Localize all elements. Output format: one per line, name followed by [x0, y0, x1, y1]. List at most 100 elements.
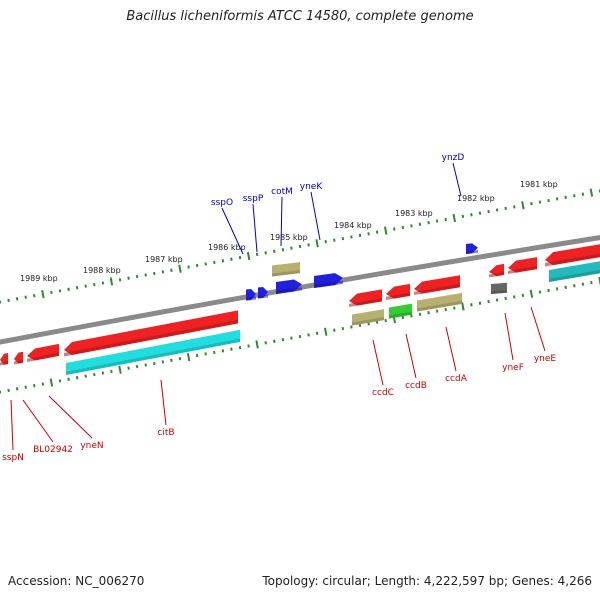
- gene-label-text: BL02942: [33, 445, 73, 455]
- inner-tick-mark: [195, 353, 199, 358]
- outer-tick-mark: [315, 239, 319, 248]
- cds-sspO: [246, 289, 256, 301]
- inner-tick-mark: [58, 379, 62, 383]
- inner-tick-mark: [461, 302, 465, 311]
- gene-leader-line: [280, 196, 283, 247]
- outer-tick-mark: [75, 286, 79, 290]
- cog-cotM: [272, 262, 300, 277]
- outer-tick-mark: [581, 192, 585, 196]
- gene-label-text: sspO: [211, 198, 233, 208]
- outer-tick-mark: [290, 246, 293, 250]
- gene-label-text: yneE: [534, 354, 557, 364]
- gene-label-sspP: sspP: [243, 194, 264, 253]
- ruler-label: 1989 kbp: [20, 274, 58, 283]
- inner-tick-mark: [238, 345, 242, 350]
- outer-tick-mark: [487, 209, 490, 214]
- inner-tick-mark: [573, 284, 576, 288]
- inner-tick-mark: [538, 290, 542, 294]
- cds-other: [491, 282, 507, 294]
- feature-tracks: [0, 243, 600, 375]
- gene-label-text: ynzD: [442, 153, 465, 163]
- inner-tick-mark: [281, 338, 285, 342]
- inner-tick-mark: [598, 276, 600, 286]
- inner-tick-mark: [478, 301, 482, 305]
- gene-label-yneF: yneF: [502, 312, 524, 373]
- inner-tick-mark: [93, 372, 96, 377]
- outer-tick-mark: [383, 226, 388, 235]
- gene-label-ccdB: ccdB: [405, 333, 427, 391]
- outer-tick-mark: [393, 227, 396, 231]
- outer-tick-mark: [418, 222, 422, 226]
- outer-tick-mark: [41, 289, 45, 299]
- outer-tick-mark: [127, 276, 130, 280]
- outer-tick-mark: [118, 278, 122, 282]
- cds-ynzD: [466, 243, 478, 254]
- outer-tick-ring: [0, 188, 600, 304]
- outer-tick-mark: [495, 208, 499, 212]
- outer-tick-mark: [204, 262, 207, 266]
- inner-tick-mark: [333, 328, 336, 332]
- outer-tick-mark: [513, 205, 516, 209]
- outer-tick-mark: [538, 200, 542, 204]
- gene-leader-line: [22, 399, 54, 443]
- gene-label-text: citB: [157, 428, 174, 438]
- cds-BL02942: [14, 351, 23, 365]
- outer-tick-mark: [230, 257, 233, 261]
- outer-tick-mark: [187, 265, 190, 269]
- outer-tick-mark: [461, 214, 465, 219]
- inner-tick-mark: [444, 307, 447, 312]
- gene-label-text: sspP: [243, 194, 264, 204]
- ruler-label: 1982 kbp: [457, 194, 495, 203]
- outer-tick-mark: [410, 224, 413, 228]
- inner-tick-mark: [495, 298, 499, 302]
- ruler-label: 1987 kbp: [145, 255, 183, 264]
- cds-yneN: [27, 343, 59, 362]
- inner-tick-mark: [135, 364, 139, 369]
- inner-tick-mark: [453, 306, 456, 310]
- outer-tick-mark: [547, 198, 550, 203]
- genome-summary-text: Topology: circular; Length: 4,222,597 bp…: [262, 574, 592, 588]
- outer-tick-mark: [264, 251, 267, 255]
- ruler-label: 1988 kbp: [83, 266, 121, 275]
- outer-tick-mark: [564, 195, 567, 199]
- ruler-label: 1984 kbp: [334, 221, 372, 230]
- inner-tick-mark: [49, 378, 54, 387]
- gene-label-text: sspN: [2, 453, 24, 463]
- inner-tick-mark: [290, 336, 293, 340]
- gene-leader-line: [504, 312, 514, 361]
- outer-tick-mark: [281, 248, 285, 252]
- outer-tick-mark: [452, 213, 457, 223]
- outer-tick-mark: [273, 249, 276, 253]
- outer-tick-mark: [358, 233, 362, 238]
- inner-tick-mark: [315, 331, 319, 335]
- gene-label-yneN: yneN: [48, 395, 104, 451]
- inner-tick-mark: [161, 360, 165, 364]
- outer-tick-mark: [427, 221, 430, 225]
- inner-tick-mark: [418, 312, 422, 316]
- inner-tick-mark: [213, 350, 216, 355]
- gene-label-citB: citB: [157, 379, 175, 438]
- inner-tick-mark: [307, 333, 310, 337]
- inner-tick-mark: [358, 323, 362, 328]
- gene-label-ccdC: ccdC: [372, 339, 394, 398]
- accession-text: Accession: NC_006270: [8, 574, 145, 588]
- ruler-label: 1981 kbp: [520, 180, 558, 189]
- inner-tick-mark: [170, 358, 173, 362]
- outer-tick-mark: [504, 206, 507, 211]
- inner-tick-mark: [323, 327, 328, 336]
- inner-tick-mark: [410, 314, 413, 318]
- outer-tick-mark: [555, 197, 559, 201]
- outer-tick-mark: [84, 284, 87, 288]
- inner-tick-mark: [255, 340, 259, 349]
- inner-tick-mark: [127, 366, 130, 370]
- outer-tick-mark: [478, 211, 482, 215]
- gene-label-ccdA: ccdA: [445, 326, 468, 384]
- ruler-labels: 1989 kbp 1988 kbp 1987 kbp 1986 kbp 1985 kbp…: [20, 180, 558, 283]
- cds-yneE: [508, 257, 537, 274]
- gene-leader-line: [372, 339, 384, 386]
- inner-tick-mark: [273, 339, 276, 343]
- outer-tick-mark: [24, 295, 27, 299]
- outer-tick-mark: [93, 282, 96, 287]
- cds-ccdC: [349, 289, 382, 307]
